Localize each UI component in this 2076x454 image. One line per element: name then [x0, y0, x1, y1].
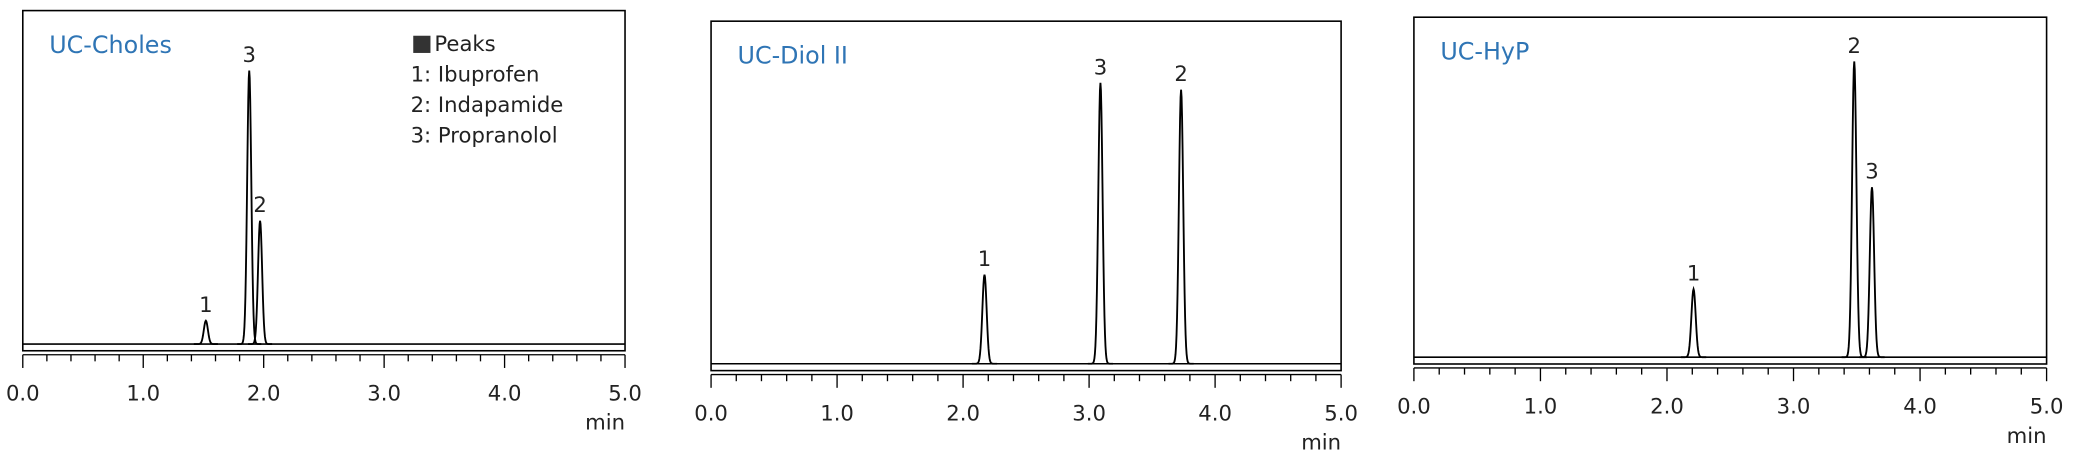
plot-frame: [21, 9, 626, 352]
peak: [971, 274, 998, 365]
panel-title: UC-Diol II: [738, 41, 848, 69]
x-tick-label: 1.0: [126, 380, 160, 405]
x-axis-label: min: [585, 410, 625, 435]
peak-label: 3: [242, 42, 255, 67]
x-tick-label: 2.0: [1650, 394, 1684, 419]
peak: [1859, 187, 1885, 359]
x-tick-label: 4.0: [488, 380, 522, 405]
peak: [1841, 61, 1867, 359]
x-tick-label: 5.0: [1324, 400, 1358, 425]
panel-title: UC-Choles: [49, 31, 172, 59]
peak-label: 1: [978, 246, 991, 271]
peak: [1168, 89, 1194, 365]
x-tick-label: 5.0: [2030, 394, 2064, 419]
x-tick-label: 2.0: [946, 400, 980, 425]
peak: [237, 70, 262, 346]
peak: [1087, 82, 1114, 365]
peak-label: 1: [199, 292, 212, 317]
x-axis-label: min: [1301, 429, 1341, 454]
plot-frame: [1413, 16, 2048, 365]
x-tick-label: 3.0: [1777, 394, 1811, 419]
x-tick-label: 0.0: [6, 380, 40, 405]
peak-label: 2: [1848, 33, 1861, 58]
peak: [1680, 285, 1707, 359]
x-tick-label: 1.0: [1524, 394, 1558, 419]
x-tick-label: 1.0: [820, 400, 854, 425]
x-tick-label: 3.0: [367, 380, 401, 405]
legend-entry: 2: Indapamide: [411, 92, 564, 117]
peak-label: 3: [1865, 159, 1878, 184]
x-tick-label: 0.0: [1397, 394, 1431, 419]
legend-entry: 1: Ibuprofen: [411, 61, 540, 86]
x-tick-label: 4.0: [1198, 400, 1232, 425]
peak: [248, 220, 273, 346]
legend-entry: 3: Propranolol: [411, 122, 558, 147]
peak: [193, 319, 218, 346]
x-tick-label: 2.0: [247, 380, 281, 405]
peak-label: 1: [1687, 261, 1700, 286]
peak-label: 2: [1174, 61, 1187, 86]
x-axis-label: min: [2007, 423, 2047, 448]
x-tick-label: 3.0: [1072, 400, 1106, 425]
x-tick-label: 5.0: [608, 380, 642, 405]
peak-label: 3: [1094, 54, 1107, 79]
peak-label: 2: [253, 192, 266, 217]
legend-title: Peaks: [434, 31, 495, 56]
x-tick-label: 4.0: [1903, 394, 1937, 419]
legend-swatch: [413, 35, 431, 53]
plot-frame: [710, 20, 1342, 372]
x-tick-label: 0.0: [694, 400, 728, 425]
panel-title: UC-HyP: [1440, 37, 1529, 65]
